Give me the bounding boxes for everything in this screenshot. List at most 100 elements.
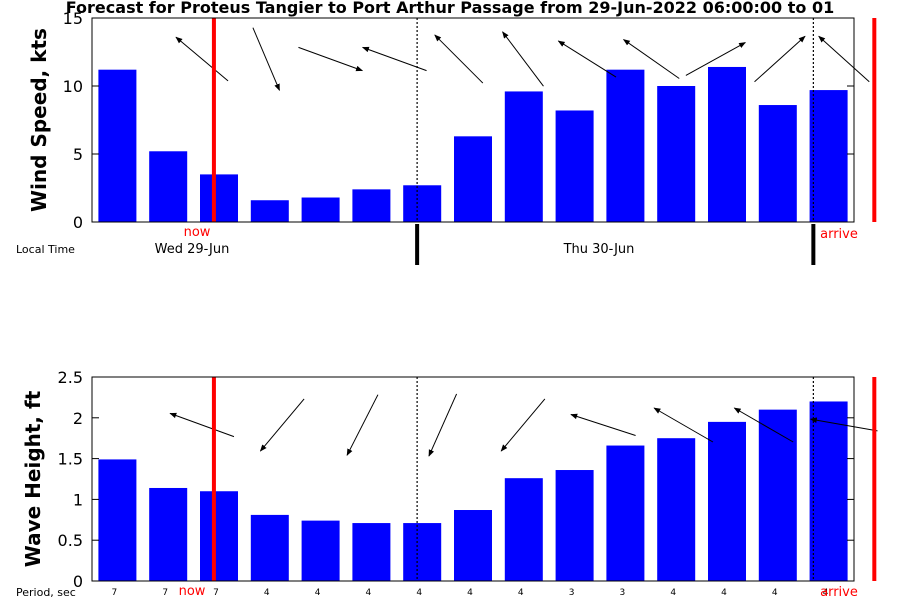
wave-period-label: 3 (569, 588, 575, 598)
wind-bar (606, 69, 645, 223)
wave-bar (352, 523, 391, 581)
wind-ytick-label: 0 (73, 213, 83, 232)
wave-bar (403, 523, 442, 581)
wave-direction-arrow (346, 394, 379, 456)
wind-plot-frame (91, 17, 855, 223)
wave-direction-arrow (570, 413, 636, 436)
wave-period-label: 4 (315, 588, 321, 598)
period-row-label: Period, sec (16, 586, 76, 599)
wave-period-label: 4 (518, 588, 524, 598)
wind-event-markers (211, 18, 877, 222)
wave-bar (606, 445, 645, 581)
wind-bar (657, 86, 696, 222)
arrive-label-bottom: arrive (820, 585, 858, 600)
wave-direction-arrow (733, 407, 794, 443)
wave-bar (454, 510, 492, 581)
wind-panel: 0 5 10 15 Wind Speed, kts now arrive Local … (16, 9, 877, 265)
wind-direction-arrow (818, 35, 870, 83)
wave-period-label: 7 (213, 588, 219, 598)
wave-bar (708, 421, 746, 581)
now-label-bottom: now (179, 584, 206, 599)
wave-ytick-label: 2 (73, 409, 83, 428)
wind-ytick-label: 5 (73, 145, 83, 164)
wave-day-dividers (416, 377, 814, 581)
wind-y-axis-label: Wind Speed, kts (27, 28, 51, 212)
wave-direction-arrow (653, 407, 714, 443)
wind-bar (555, 110, 594, 222)
wind-direction-arrow (622, 39, 680, 79)
wave-ytick-label: 2.5 (58, 368, 83, 387)
wave-bar (809, 401, 848, 581)
wind-bar (708, 66, 746, 223)
wave-direction-arrow (809, 417, 878, 432)
wind-bar (352, 189, 391, 222)
wind-direction-arrow (252, 27, 280, 91)
wind-bar (301, 197, 340, 222)
wave-period-label: 3 (620, 588, 626, 598)
wind-direction-arrow (502, 31, 544, 87)
wind-direction-arrow (685, 42, 746, 76)
day-boundary-ticks (415, 224, 816, 265)
wave-bar (504, 478, 543, 581)
wave-direction-arrow (500, 398, 546, 452)
wave-bar (758, 409, 797, 581)
wave-y-axis-label: Wave Height, ft (21, 390, 45, 567)
wind-ytick-label: 10 (63, 77, 83, 96)
wind-bars (98, 66, 848, 223)
wind-y-ticks: 0 5 10 15 (63, 9, 854, 232)
wave-period-label: 7 (112, 588, 118, 598)
wave-period-labels: 7 7 7 4 4 4 4 4 4 3 3 4 4 4 4 (112, 588, 829, 598)
wave-period-label: 7 (162, 588, 168, 598)
wave-period-label: 4 (772, 588, 778, 598)
figure-title: Forecast for Proteus Tangier to Port Art… (66, 0, 834, 17)
wind-bar (504, 91, 543, 222)
wave-bar (149, 487, 188, 581)
wave-period-label: 4 (670, 588, 676, 598)
local-time-label: Local Time (16, 243, 75, 256)
day-label-wed: Wed 29-Jun (155, 242, 230, 257)
wave-direction-arrow (259, 398, 305, 452)
arrive-label-top: arrive (820, 227, 858, 242)
wave-period-label: 4 (823, 588, 829, 598)
wind-direction-arrow (434, 34, 484, 84)
wave-period-label: 4 (366, 588, 372, 598)
wind-ytick-label: 15 (63, 9, 83, 28)
wind-bar (200, 174, 238, 222)
wave-bar (555, 470, 594, 581)
wave-bar (657, 438, 696, 581)
wind-bar (250, 200, 289, 222)
wave-direction-arrow (169, 412, 235, 438)
wave-y-ticks: 0 0.5 1 1.5 2 2.5 (58, 368, 854, 591)
wave-bar (98, 459, 137, 581)
wind-direction-arrow (361, 46, 427, 72)
wave-ytick-label: 0.5 (58, 531, 83, 550)
wave-bar (301, 520, 340, 581)
wave-bars (98, 401, 848, 581)
wind-bar (149, 151, 188, 222)
wave-period-label: 4 (721, 588, 727, 598)
wind-direction-arrow (175, 36, 229, 82)
wave-direction-arrows (169, 393, 878, 457)
wind-direction-arrow (298, 46, 364, 72)
wind-bar (809, 90, 848, 222)
day-label-thu: Thu 30-Jun (563, 242, 635, 257)
wave-bar (250, 514, 289, 581)
wave-ytick-label: 1 (73, 490, 83, 509)
wave-bar (200, 491, 238, 581)
wind-direction-arrow (557, 40, 617, 78)
wind-bar (98, 69, 137, 223)
wave-ytick-label: 1.5 (58, 450, 83, 469)
wind-bar (758, 105, 797, 222)
wave-ytick-label: 0 (73, 572, 83, 591)
wave-panel: 0 0.5 1 1.5 2 2.5 Wave Height, ft Period, sec… (16, 368, 878, 600)
wave-direction-arrow (428, 393, 458, 457)
wave-period-label: 4 (264, 588, 270, 598)
now-label-top: now (184, 225, 211, 240)
wind-direction-arrows (175, 27, 870, 91)
wind-day-dividers (416, 18, 814, 222)
wave-period-label: 4 (467, 588, 473, 598)
wave-plot-frame (91, 376, 855, 582)
wind-bar (403, 185, 442, 222)
wind-bar (454, 136, 492, 222)
